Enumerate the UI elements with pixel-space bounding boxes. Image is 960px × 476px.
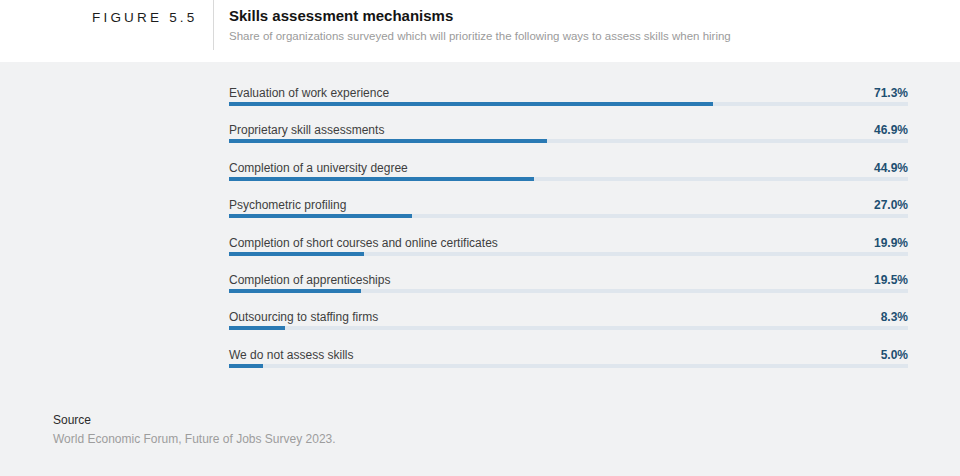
chart-title: Skills assessment mechanisms	[229, 7, 453, 24]
bar-fill	[229, 177, 534, 181]
bar-track	[229, 289, 908, 293]
bar-category-label: Evaluation of work experience	[229, 86, 389, 100]
chart-row-line: Completion of apprenticeships 19.5%	[229, 271, 908, 288]
bar-fill	[229, 364, 263, 368]
source-label: Source	[53, 413, 91, 427]
bar-track	[229, 102, 908, 106]
bar-value-label: 8.3%	[881, 310, 908, 324]
chart-row: Completion of short courses and online c…	[229, 234, 908, 271]
source-text: World Economic Forum, Future of Jobs Sur…	[53, 432, 336, 446]
chart-row-line: Completion of short courses and online c…	[229, 234, 908, 251]
chart-row-line: Proprietary skill assessments 46.9%	[229, 121, 908, 138]
figure-header: FIGURE 5.5 Skills assessment mechanisms …	[0, 0, 960, 62]
bar-category-label: Proprietary skill assessments	[229, 123, 384, 137]
bar-track	[229, 364, 908, 368]
header-divider	[213, 0, 214, 50]
bar-category-label: Psychometric profiling	[229, 198, 346, 212]
bar-value-label: 5.0%	[881, 348, 908, 362]
bar-fill	[229, 139, 547, 143]
bar-category-label: Outsourcing to staffing firms	[229, 310, 378, 324]
chart-row: Proprietary skill assessments 46.9%	[229, 121, 908, 158]
chart-row-line: Evaluation of work experience 71.3%	[229, 84, 908, 101]
bar-track	[229, 177, 908, 181]
chart-row: Evaluation of work experience 71.3%	[229, 84, 908, 121]
bar-track	[229, 252, 908, 256]
chart-row-line: We do not assess skills 5.0%	[229, 346, 908, 363]
bar-fill	[229, 252, 364, 256]
chart-row: Completion of a university degree 44.9%	[229, 159, 908, 196]
figure-number-label: FIGURE 5.5	[92, 10, 198, 25]
bar-fill	[229, 326, 285, 330]
bar-value-label: 19.5%	[874, 273, 908, 287]
chart-section: Evaluation of work experience 71.3% Propri…	[0, 62, 960, 476]
bar-category-label: Completion of short courses and online c…	[229, 236, 498, 250]
bar-category-label: We do not assess skills	[229, 348, 354, 362]
bar-track	[229, 326, 908, 330]
chart-row-line: Psychometric profiling 27.0%	[229, 196, 908, 213]
bar-category-label: Completion of a university degree	[229, 161, 408, 175]
bar-value-label: 19.9%	[874, 236, 908, 250]
chart-rows: Evaluation of work experience 71.3% Propri…	[229, 84, 908, 383]
bar-value-label: 71.3%	[874, 86, 908, 100]
figure-page: FIGURE 5.5 Skills assessment mechanisms …	[0, 0, 960, 476]
bar-fill	[229, 102, 713, 106]
chart-row: Completion of apprenticeships 19.5%	[229, 271, 908, 308]
bar-track	[229, 214, 908, 218]
bar-value-label: 44.9%	[874, 161, 908, 175]
bar-category-label: Completion of apprenticeships	[229, 273, 390, 287]
chart-row-line: Outsourcing to staffing firms 8.3%	[229, 308, 908, 325]
chart-row-line: Completion of a university degree 44.9%	[229, 159, 908, 176]
bar-value-label: 27.0%	[874, 198, 908, 212]
bar-track	[229, 139, 908, 143]
chart-row: Psychometric profiling 27.0%	[229, 196, 908, 233]
chart-row: Outsourcing to staffing firms 8.3%	[229, 308, 908, 345]
chart-row: We do not assess skills 5.0%	[229, 346, 908, 383]
bar-fill	[229, 214, 412, 218]
chart-subtitle: Share of organizations surveyed which wi…	[229, 30, 731, 42]
bar-fill	[229, 289, 361, 293]
bar-value-label: 46.9%	[874, 123, 908, 137]
